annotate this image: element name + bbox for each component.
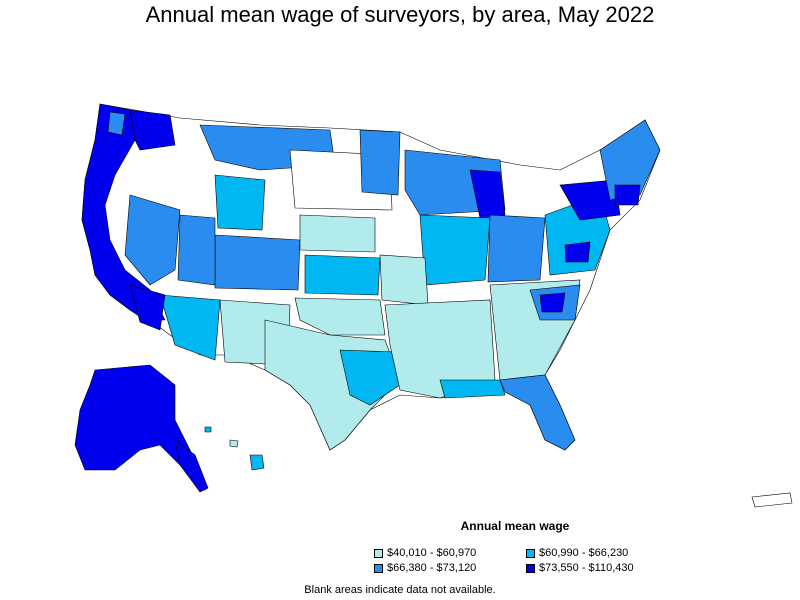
region-alaska [74,364,206,491]
legend-swatch [526,548,535,558]
region-ohio-valley [487,214,546,283]
region-minnesota [359,129,401,196]
legend-label: $73,550 - $110,430 [539,562,634,574]
region-puerto-rico [751,492,793,508]
region-south-central [384,299,496,399]
region-hawaii-1 [204,426,212,433]
region-oklahoma [294,297,386,336]
region-arizona [159,294,221,361]
legend-item: $66,380 - $73,120 [374,561,476,575]
region-nebraska [299,214,376,253]
region-new-york [559,179,621,221]
legend-label: $60,990 - $66,230 [539,547,629,559]
region-colorado [214,234,301,291]
region-illinois-indiana [419,214,491,286]
region-hawaii-2 [229,439,239,448]
region-raleigh [539,292,566,313]
region-alaska-panhandle [174,439,209,493]
legend-swatch [374,563,383,573]
legend-label: $66,380 - $73,120 [387,562,477,574]
legend-item: $73,550 - $110,430 [526,561,634,575]
region-washington-east [129,109,176,151]
region-missouri [379,254,429,306]
region-socal [129,284,166,331]
region-hawaii-3 [249,454,265,471]
footnote: Blank areas indicate data not available. [304,584,496,596]
legend-item: $60,990 - $66,230 [526,546,628,560]
region-kansas [304,254,381,296]
legend-label: $40,010 - $60,970 [387,547,477,559]
legend-swatch [374,548,383,558]
region-puget [107,111,126,136]
legend-title: Annual mean wage [460,519,570,533]
legend-swatch [526,563,535,573]
region-utah [177,214,216,286]
region-florida [499,374,576,451]
legend-item: $40,010 - $60,970 [374,546,476,560]
region-michigan-lower [469,169,506,219]
region-boston [614,184,641,206]
region-dc [564,241,591,263]
map-title: Annual mean wage of surveyors, by area, … [145,2,655,27]
region-new-england [599,119,661,201]
region-wyoming [214,174,266,231]
region-gulf-coast [439,379,506,399]
region-nevada [124,194,181,286]
region-texas-east [339,349,401,406]
